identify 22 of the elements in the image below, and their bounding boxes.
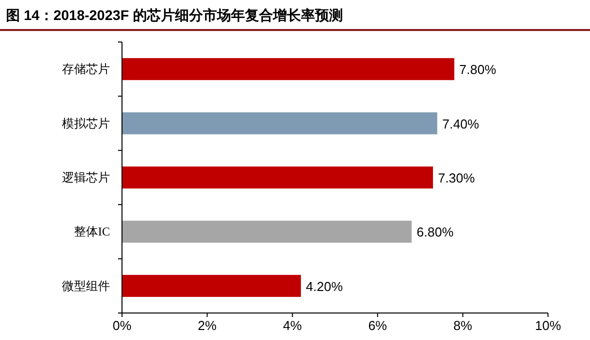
x-tick-label: 0% [112, 318, 132, 333]
y-tick-label: 模拟芯片 [62, 116, 110, 130]
y-tick-label: 存储芯片 [62, 62, 110, 76]
chart-title: 图 14：2018-2023F 的芯片细分市场年复合增长率预测 [6, 7, 343, 23]
x-tick-label: 4% [283, 318, 302, 333]
bar [122, 112, 438, 134]
x-tick-label: 2% [198, 318, 218, 333]
x-tick-label: 8% [453, 318, 473, 333]
bar [122, 274, 301, 297]
bar [122, 220, 412, 243]
data-label: 7.40% [442, 116, 480, 132]
y-tick-label: 微型组件 [62, 278, 110, 293]
x-tick-label: 6% [368, 318, 388, 333]
y-tick-label: 整体IC [74, 224, 110, 239]
data-label: 4.20% [306, 278, 344, 294]
data-label: 6.80% [416, 224, 454, 240]
bar [122, 166, 433, 188]
bar [122, 58, 454, 80]
data-label: 7.80% [459, 62, 497, 78]
y-tick-label: 逻辑芯片 [62, 170, 110, 184]
data-label: 7.30% [438, 170, 476, 186]
x-tick-label: 10% [534, 318, 562, 333]
